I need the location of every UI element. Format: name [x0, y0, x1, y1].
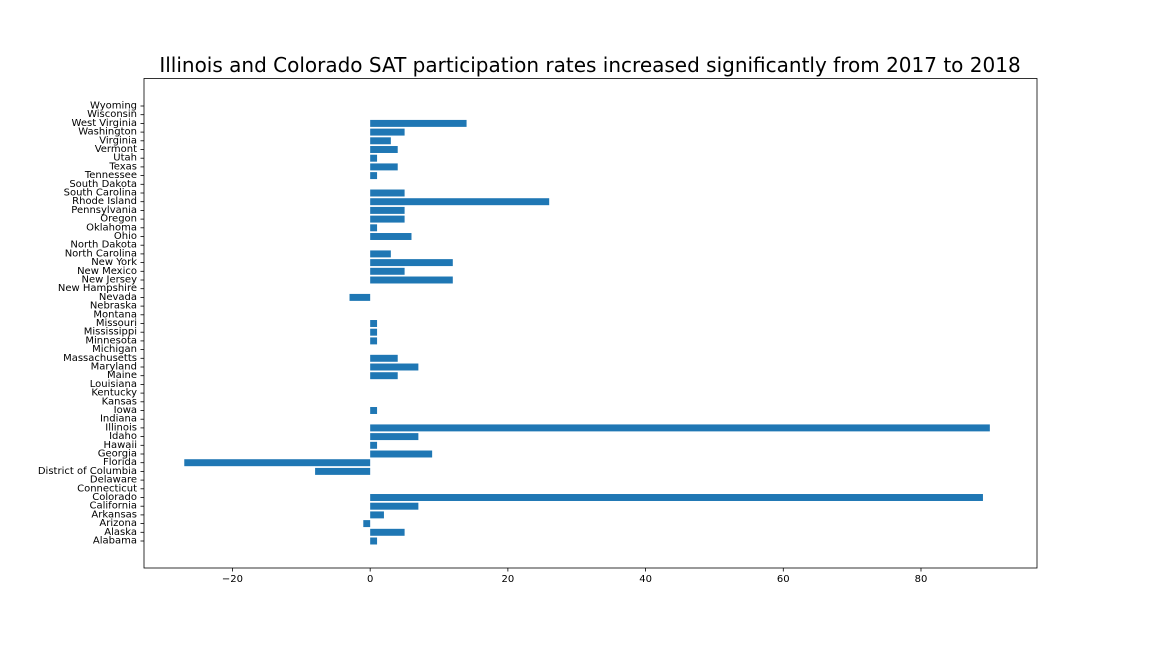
y-tick-label-missouri: Missouri	[96, 318, 137, 329]
y-tick-label-indiana: Indiana	[100, 414, 137, 425]
bar-ohio	[370, 233, 412, 240]
y-tick-label-arkansas: Arkansas	[91, 509, 137, 520]
y-tick-label-tennessee: Tennessee	[84, 170, 137, 181]
bar-arizona	[363, 520, 371, 528]
y-tick-label-new-york: New York	[91, 257, 137, 268]
bar-georgia	[370, 450, 433, 458]
y-tick-label-hawaii: Hawaii	[103, 440, 137, 451]
bar-new-jersey	[370, 276, 453, 284]
bar-north-carolina	[370, 250, 391, 258]
bar-minnesota	[370, 337, 378, 345]
bar-maine	[370, 372, 398, 380]
y-tick-label-delaware: Delaware	[90, 475, 137, 486]
x-tick-label-4: 60	[777, 574, 790, 585]
bar-hawaii	[370, 441, 378, 449]
y-tick-label-utah: Utah	[113, 153, 137, 164]
x-axis: −20 0 20 40 60 80	[222, 568, 927, 585]
bar-mississippi	[370, 328, 378, 336]
bar-oklahoma	[370, 224, 378, 232]
y-tick-label-maryland: Maryland	[91, 362, 137, 373]
bar-vermont	[370, 146, 398, 153]
y-tick-label-kentucky: Kentucky	[91, 388, 137, 399]
y-tick-label-massachusetts: Massachusetts	[63, 353, 137, 364]
y-tick-label-oklahoma: Oklahoma	[86, 222, 137, 233]
x-tick-label-1: 0	[367, 574, 373, 585]
bar-group	[184, 119, 990, 545]
y-tick-label-rhode-island: Rhode Island	[72, 196, 137, 207]
bar-pennsylvania	[370, 206, 405, 214]
x-tick-label-3: 40	[639, 574, 652, 585]
y-tick-label-pennsylvania: Pennsylvania	[71, 205, 137, 216]
y-tick-label-louisiana: Louisiana	[90, 379, 137, 390]
y-tick-label-idaho: Idaho	[109, 431, 137, 442]
y-tick-label-iowa: Iowa	[114, 405, 137, 416]
y-tick-label-california: California	[90, 501, 138, 512]
y-axis: AlabamaAlaskaArizonaArkansasCaliforniaCo…	[38, 101, 144, 547]
bar-oregon	[370, 215, 405, 223]
y-tick-label-north-carolina: North Carolina	[65, 248, 137, 259]
bar-south-carolina	[370, 189, 405, 197]
y-tick-label-new-jersey: New Jersey	[82, 275, 138, 286]
bar-california	[370, 502, 419, 510]
bar-texas	[370, 163, 398, 171]
bar-maryland	[370, 363, 419, 371]
bar-district-of-columbia	[315, 467, 371, 475]
x-tick-label-0: −20	[222, 574, 243, 585]
bar-colorado	[370, 494, 983, 501]
y-tick-label-michigan: Michigan	[92, 344, 137, 355]
y-tick-label-alabama: Alabama	[93, 536, 137, 547]
bar-west-virginia	[370, 119, 467, 127]
bar-florida	[184, 459, 371, 467]
bar-new-york	[370, 259, 453, 267]
y-tick-label-mississippi: Mississippi	[84, 327, 137, 338]
y-tick-label-alaska: Alaska	[104, 527, 137, 538]
y-tick-label-minnesota: Minnesota	[85, 335, 137, 346]
bar-rhode-island	[370, 198, 550, 206]
y-tick-label-south-dakota: South Dakota	[69, 179, 137, 190]
y-tick-label-montana: Montana	[93, 309, 137, 320]
y-tick-label-illinois: Illinois	[105, 422, 137, 433]
bar-tennessee	[370, 172, 378, 180]
bar-utah	[370, 154, 378, 162]
y-tick-label-colorado: Colorado	[92, 492, 137, 503]
y-tick-label-florida: Florida	[103, 457, 137, 468]
bar-alabama	[370, 537, 378, 545]
bar-nevada	[349, 293, 371, 301]
bar-missouri	[370, 320, 378, 327]
y-tick-label-wyoming: Wyoming	[90, 101, 137, 112]
bar-washington	[370, 128, 405, 136]
bar-new-mexico	[370, 267, 405, 275]
y-tick-label-district-of-columbia: District of Columbia	[38, 466, 137, 477]
bar-illinois	[370, 424, 990, 432]
y-tick-label-virginia: Virginia	[99, 135, 137, 146]
bar-iowa	[370, 407, 378, 414]
y-tick-label-nevada: Nevada	[99, 292, 137, 303]
y-tick-label-nebraska: Nebraska	[90, 301, 137, 312]
y-tick-label-arizona: Arizona	[99, 518, 137, 529]
y-tick-label-west-virginia: West Virginia	[72, 118, 137, 129]
y-tick-label-maine: Maine	[107, 370, 137, 381]
bar-alaska	[370, 528, 405, 536]
y-tick-label-texas: Texas	[108, 161, 137, 172]
bar-idaho	[370, 433, 419, 441]
bar-arkansas	[370, 511, 384, 519]
x-tick-label-5: 80	[915, 574, 928, 585]
y-tick-label-new-mexico: New Mexico	[77, 266, 137, 277]
x-tick-label-2: 20	[502, 574, 515, 585]
y-tick-label-south-carolina: South Carolina	[64, 188, 137, 199]
y-tick-label-north-dakota: North Dakota	[70, 240, 137, 251]
bar-virginia	[370, 137, 391, 145]
bar-massachusetts	[370, 354, 398, 362]
chart-title: Illinois and Colorado SAT participation …	[159, 53, 1020, 77]
y-tick-label-oregon: Oregon	[100, 214, 137, 225]
y-tick-label-wisconsin: Wisconsin	[87, 109, 137, 120]
y-tick-label-ohio: Ohio	[114, 231, 137, 242]
y-tick-label-connecticut: Connecticut	[77, 483, 137, 494]
y-tick-label-kansas: Kansas	[102, 396, 137, 407]
y-tick-label-new-hampshire: New Hampshire	[58, 283, 137, 294]
y-tick-label-washington: Washington	[78, 127, 137, 138]
y-tick-label-vermont: Vermont	[95, 144, 137, 155]
y-tick-label-georgia: Georgia	[98, 449, 137, 460]
